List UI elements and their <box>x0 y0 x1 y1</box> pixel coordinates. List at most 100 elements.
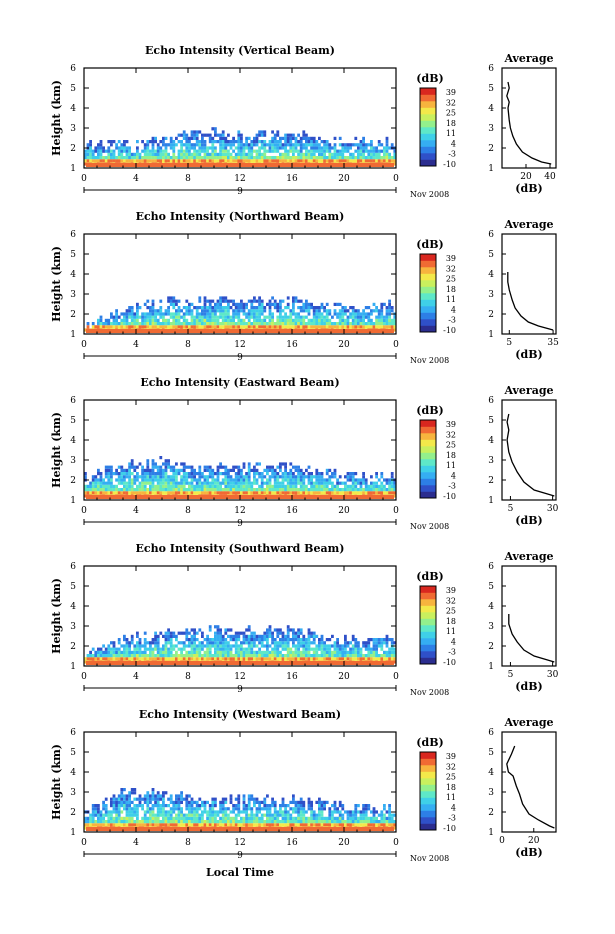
echo-cell <box>258 648 261 651</box>
echo-cell <box>146 472 149 475</box>
echo-cell <box>354 488 357 491</box>
y-axis-label: Height (km) <box>50 246 63 322</box>
echo-cell <box>201 485 204 488</box>
echo-cell <box>258 820 261 823</box>
echo-cell <box>146 817 149 820</box>
echo-cell <box>295 325 298 328</box>
echo-cell <box>170 491 173 494</box>
echo-cell <box>206 817 209 820</box>
echo-cell <box>159 654 162 657</box>
echo-cell <box>92 325 95 328</box>
colorbar-tick-label: 25 <box>446 109 456 118</box>
echo-cell <box>214 657 217 660</box>
echo-cell <box>331 651 334 654</box>
y-tick-label: 5 <box>70 84 76 94</box>
echo-cell <box>152 153 155 156</box>
panel-1: Echo Intensity (Vertical Beam)123456Heig… <box>50 44 556 199</box>
echo-cell <box>271 654 274 657</box>
echo-cell <box>266 322 269 325</box>
echo-cell <box>328 814 331 817</box>
echo-cell <box>227 143 230 146</box>
echo-cell <box>211 319 214 322</box>
echo-cell <box>196 648 199 651</box>
echo-cell <box>162 817 165 820</box>
echo-cell <box>352 810 355 813</box>
echo-cell <box>274 325 277 328</box>
echo-cell <box>352 156 355 159</box>
echo-cell <box>178 485 181 488</box>
echo-cell <box>300 654 303 657</box>
echo-cell <box>227 159 230 162</box>
echo-cell <box>386 309 389 312</box>
colorbar-segment <box>420 645 436 652</box>
echo-cell <box>196 143 199 146</box>
echo-cell <box>235 638 238 641</box>
echo-cell <box>292 644 295 647</box>
echo-cell <box>211 309 214 312</box>
echo-cell <box>282 478 285 481</box>
echo-cell <box>295 823 298 826</box>
echo-cell <box>87 150 90 153</box>
echo-cell <box>336 488 339 491</box>
echo-cell <box>222 820 225 823</box>
echo-cell <box>162 482 165 485</box>
echo-cell <box>256 472 259 475</box>
echo-cell <box>165 657 168 660</box>
echo-cell <box>261 319 264 322</box>
echo-cell <box>227 322 230 325</box>
echo-cell <box>178 306 181 309</box>
echo-cell <box>154 638 157 641</box>
echo-cell <box>269 306 272 309</box>
echo-cell <box>185 153 188 156</box>
echo-cell <box>214 309 217 312</box>
echo-cell <box>276 316 279 319</box>
echo-cell <box>133 788 136 791</box>
echo-cell <box>370 312 373 315</box>
echo-cell <box>292 482 295 485</box>
echo-cell <box>256 134 259 137</box>
echo-cell <box>206 648 209 651</box>
echo-cell <box>110 801 113 804</box>
echo-cell <box>144 644 147 647</box>
echo-cell <box>185 146 188 149</box>
echo-cell <box>222 137 225 140</box>
echo-cell <box>367 306 370 309</box>
echo-cell <box>341 823 344 826</box>
echo-cell <box>373 644 376 647</box>
echo-cell <box>149 817 152 820</box>
echo-cell <box>357 651 360 654</box>
echo-cell <box>302 810 305 813</box>
colorbar-segment <box>420 153 436 160</box>
echo-cell <box>383 153 386 156</box>
echo-cell <box>110 325 113 328</box>
echo-cell <box>331 485 334 488</box>
echo-cell <box>198 153 201 156</box>
echo-cell <box>349 485 352 488</box>
echo-cell <box>258 657 261 660</box>
echo-cell <box>136 466 139 469</box>
echo-cell <box>123 488 126 491</box>
echo-cell <box>370 159 373 162</box>
echo-cell <box>219 648 222 651</box>
echo-cell <box>170 300 173 303</box>
echo-cell <box>295 143 298 146</box>
echo-cell <box>250 488 253 491</box>
echo-cell <box>315 654 318 657</box>
echo-cell <box>237 312 240 315</box>
echo-cell <box>269 804 272 807</box>
echo-cell <box>165 150 168 153</box>
echo-cell <box>315 644 318 647</box>
echo-cell <box>354 651 357 654</box>
echo-cell <box>248 159 251 162</box>
echo-cell <box>133 159 136 162</box>
echo-cell <box>318 648 321 651</box>
echo-cell <box>92 657 95 660</box>
echo-cell <box>344 654 347 657</box>
echo-cell <box>201 810 204 813</box>
echo-cell <box>94 820 97 823</box>
echo-cell <box>279 153 282 156</box>
echo-cell <box>269 146 272 149</box>
echo-cell <box>243 817 246 820</box>
echo-cell <box>347 150 350 153</box>
echo-cell <box>258 159 261 162</box>
